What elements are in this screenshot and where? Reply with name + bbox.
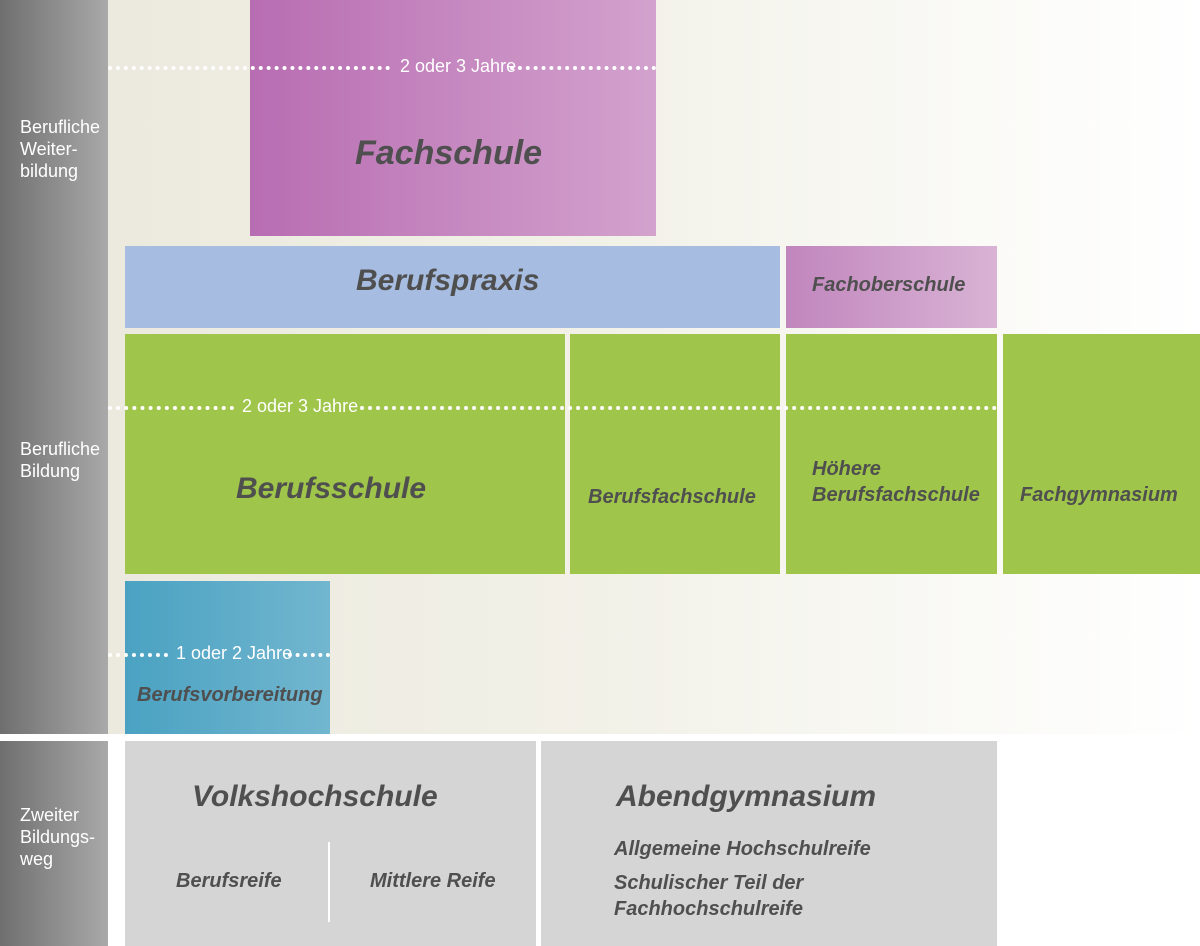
vhs-sub-1: Berufsreife	[176, 870, 282, 893]
vhs-block	[125, 741, 536, 946]
vorb-dots-right	[288, 653, 330, 657]
vhs-sub-2: Mittlere Reife	[370, 870, 496, 893]
vhs-divider	[328, 842, 330, 922]
vorbereitung-title: Berufsvorbereitung	[137, 684, 323, 707]
diagram-root: Fachschule 2 oder 3 Jahre Berufspraxis F…	[0, 0, 1200, 946]
fachoberschule-title: Fachoberschule	[812, 274, 965, 297]
abend-title: Abendgymnasium	[616, 780, 876, 814]
vorb-duration: 1 oder 2 Jahre	[176, 643, 292, 664]
fachschule-title: Fachschule	[355, 134, 542, 173]
berufs-duration: 2 oder 3 Jahre	[242, 396, 358, 417]
berufs-dots-left	[108, 406, 234, 410]
berufsfachschule-title: Berufsfachschule	[588, 486, 756, 509]
sidebar-label-zweiter: Zweiter Bildungs- weg	[20, 804, 95, 870]
sidebar-band-top	[0, 0, 108, 734]
vorb-dots-left	[108, 653, 168, 657]
vhs-title: Volkshochschule	[192, 780, 438, 814]
sidebar-label-bildung: Berufliche Bildung	[20, 438, 100, 482]
fachgymnasium-block	[1003, 334, 1200, 574]
berufsfachschule-block	[570, 334, 780, 574]
sidebar-label-weiter: Berufliche Weiter- bildung	[20, 116, 100, 182]
berufsschule-block	[125, 334, 565, 574]
berufsschule-title: Berufsschule	[236, 472, 426, 506]
abend-sub-2: Schulischer Teil der Fachhochschulreife	[614, 870, 803, 922]
fachgymnasium-title: Fachgymnasium	[1020, 484, 1178, 507]
berufs-dots-right	[360, 406, 997, 410]
hoehere-bfs-title: Höhere Berufsfachschule	[812, 456, 980, 508]
fachschule-dots-right	[510, 66, 656, 70]
abend-sub-1: Allgemeine Hochschulreife	[614, 838, 871, 861]
hoehere-bfs-block	[786, 334, 997, 574]
fachschule-block	[250, 0, 656, 236]
fachschule-duration: 2 oder 3 Jahre	[400, 56, 516, 77]
berufspraxis-title: Berufspraxis	[356, 264, 539, 298]
fachschule-dots-left	[108, 66, 390, 70]
